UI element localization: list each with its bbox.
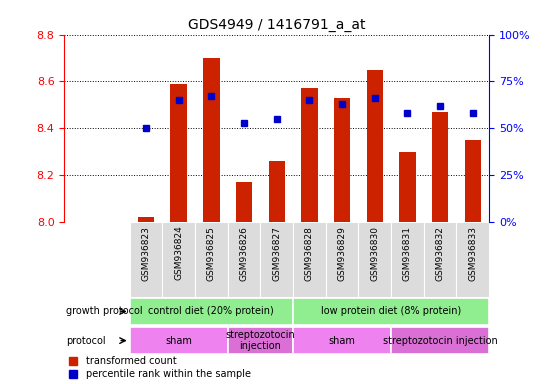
Bar: [203, 58, 220, 222]
Bar: [399, 152, 415, 222]
Text: GSM936825: GSM936825: [207, 226, 216, 281]
Bar: [367, 70, 383, 222]
Title: GDS4949 / 1416791_a_at: GDS4949 / 1416791_a_at: [188, 18, 366, 32]
Bar: [130, 328, 228, 354]
Bar: [465, 140, 481, 222]
Text: sham: sham: [165, 336, 192, 346]
Bar: [334, 98, 350, 222]
Text: GSM936831: GSM936831: [403, 226, 412, 281]
Bar: [358, 222, 391, 297]
Text: growth protocol: growth protocol: [66, 306, 143, 316]
Text: GSM936823: GSM936823: [141, 226, 150, 281]
Text: low protein diet (8% protein): low protein diet (8% protein): [321, 306, 461, 316]
Bar: [391, 222, 424, 297]
Bar: [260, 222, 293, 297]
Bar: [326, 222, 358, 297]
Bar: [293, 222, 326, 297]
Bar: [424, 222, 457, 297]
Text: GSM936830: GSM936830: [370, 226, 379, 281]
Bar: [268, 161, 285, 222]
Text: streptozotocin injection: streptozotocin injection: [383, 336, 498, 346]
Text: GSM936828: GSM936828: [305, 226, 314, 281]
Bar: [228, 222, 260, 297]
Text: sham: sham: [329, 336, 356, 346]
Bar: [228, 328, 293, 354]
Bar: [293, 298, 489, 324]
Bar: [130, 222, 162, 297]
Bar: [432, 112, 448, 222]
Bar: [391, 328, 489, 354]
Bar: [130, 298, 293, 324]
Bar: [236, 182, 252, 222]
Text: GSM936824: GSM936824: [174, 226, 183, 280]
Bar: [293, 328, 391, 354]
Bar: [162, 222, 195, 297]
Text: protocol: protocol: [66, 336, 106, 346]
Bar: [195, 222, 228, 297]
Text: GSM936829: GSM936829: [338, 226, 347, 281]
Bar: [301, 88, 318, 222]
Text: transformed count: transformed count: [86, 356, 176, 366]
Text: GSM936833: GSM936833: [468, 226, 477, 281]
Text: percentile rank within the sample: percentile rank within the sample: [86, 369, 250, 379]
Text: GSM936832: GSM936832: [435, 226, 444, 281]
Bar: [170, 84, 187, 222]
Text: GSM936827: GSM936827: [272, 226, 281, 281]
Text: control diet (20% protein): control diet (20% protein): [149, 306, 274, 316]
Bar: [138, 217, 154, 222]
Text: GSM936826: GSM936826: [239, 226, 249, 281]
Text: streptozotocin
injection: streptozotocin injection: [225, 330, 295, 351]
Bar: [457, 222, 489, 297]
